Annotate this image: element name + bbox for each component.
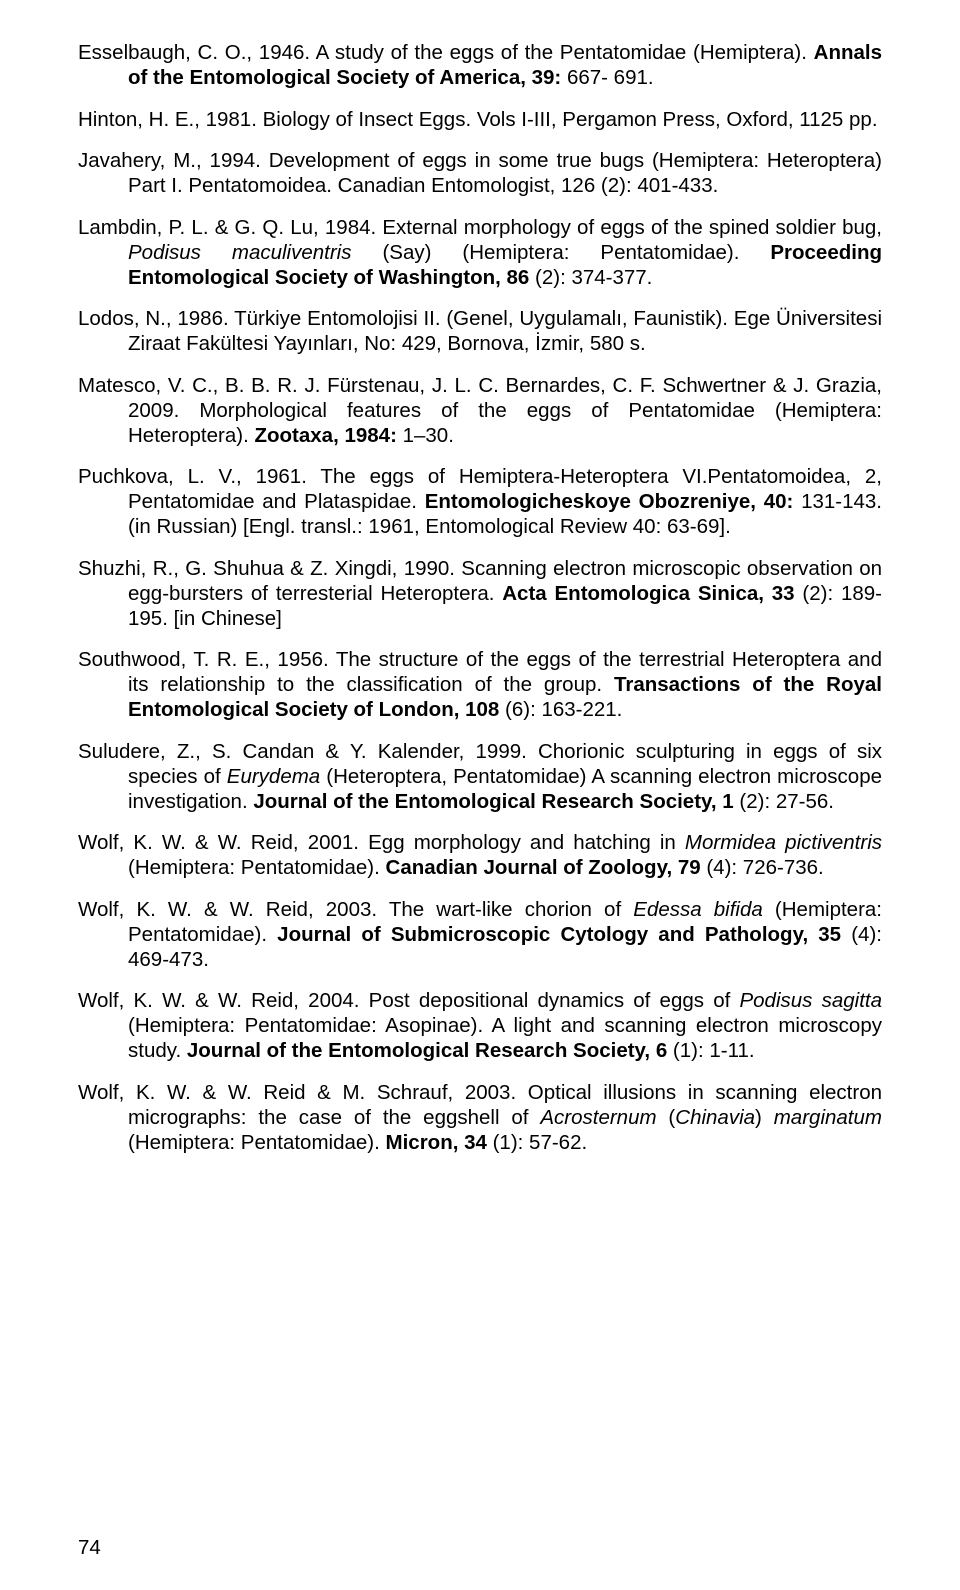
reference-item: Javahery, M., 1994. Development of eggs …	[78, 148, 882, 198]
page-number: 74	[78, 1536, 101, 1560]
reference-item: Wolf, K. W. & W. Reid, 2003. The wart-li…	[78, 897, 882, 972]
reference-item: Esselbaugh, C. O., 1946. A study of the …	[78, 40, 882, 90]
reference-item: Hinton, H. E., 1981. Biology of Insect E…	[78, 107, 882, 132]
reference-item: Lodos, N., 1986. Türkiye Entomolojisi II…	[78, 306, 882, 356]
reference-item: Lambdin, P. L. & G. Q. Lu, 1984. Externa…	[78, 215, 882, 290]
reference-item: Wolf, K. W. & W. Reid & M. Schrauf, 2003…	[78, 1080, 882, 1155]
reference-item: Wolf, K. W. & W. Reid, 2001. Egg morphol…	[78, 830, 882, 880]
reference-item: Shuzhi, R., G. Shuhua & Z. Xingdi, 1990.…	[78, 556, 882, 631]
reference-item: Suludere, Z., S. Candan & Y. Kalender, 1…	[78, 739, 882, 814]
page-container: Esselbaugh, C. O., 1946. A study of the …	[0, 0, 960, 1590]
reference-item: Puchkova, L. V., 1961. The eggs of Hemip…	[78, 464, 882, 539]
reference-item: Wolf, K. W. & W. Reid, 2004. Post deposi…	[78, 988, 882, 1063]
reference-item: Matesco, V. C., B. B. R. J. Fürstenau, J…	[78, 373, 882, 448]
reference-item: Southwood, T. R. E., 1956. The structure…	[78, 647, 882, 722]
